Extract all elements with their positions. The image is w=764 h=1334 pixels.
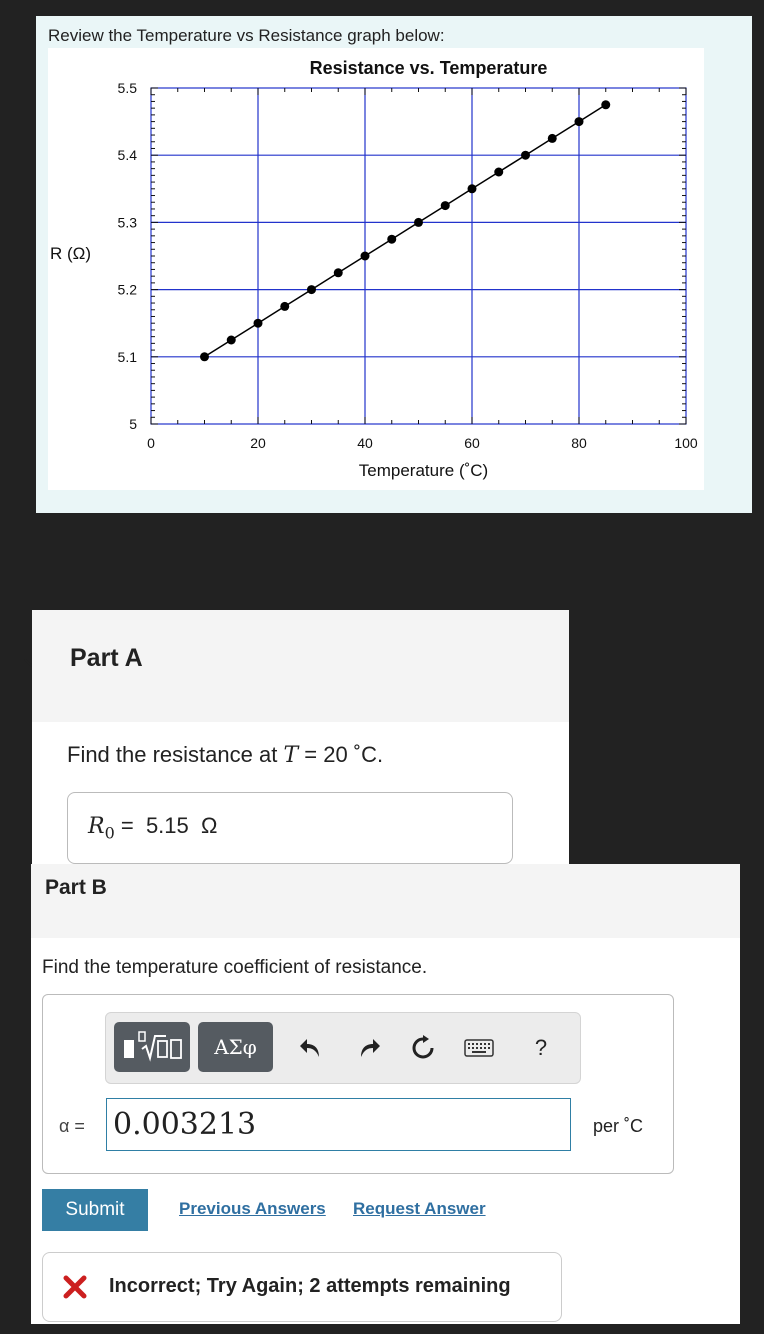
part-b-prompt: Find the temperature coefficient of resi… <box>42 957 428 978</box>
math-toolbar: ΑΣφ <box>105 1012 581 1084</box>
data-point <box>440 201 450 211</box>
series-line <box>204 104 607 358</box>
undo-icon[interactable] <box>296 1033 326 1063</box>
x-axis-label: Temperature (˚C) <box>359 461 488 480</box>
data-point <box>360 251 370 261</box>
data-point <box>521 150 530 160</box>
part-a-answer-value: = 5.15 Ω <box>114 813 218 838</box>
x-tick-label: 60 <box>464 435 480 451</box>
redo-icon[interactable] <box>354 1033 384 1063</box>
symbols-button[interactable]: ΑΣφ <box>198 1022 273 1072</box>
graph-panel: Resistance vs. Temperature 5 5.1 5.2 5.3 5.4 5… <box>48 48 704 490</box>
y-tick-label: 5.4 <box>118 147 138 163</box>
data-point <box>280 301 290 311</box>
graph-caption: Review the Temperature vs Resistance gra… <box>48 26 445 45</box>
y-tick-label: 5.5 <box>118 80 138 96</box>
data-point <box>253 318 263 328</box>
feedback-text: Incorrect; Try Again; 2 attempts remaini… <box>109 1275 511 1297</box>
data-point <box>307 285 316 295</box>
submit-button[interactable]: Submit <box>42 1189 148 1231</box>
x-tick-label: 20 <box>250 435 266 451</box>
data-point <box>387 234 397 244</box>
part-b-answer-box: ΑΣφ <box>42 994 674 1174</box>
y-tick-label: 5.2 <box>118 282 138 298</box>
symbols-label: ΑΣφ <box>214 1035 257 1059</box>
data-point <box>467 184 477 194</box>
part-a-answer-var: R <box>88 814 105 839</box>
part-b-title: Part B <box>45 876 107 899</box>
unit-label: per ˚C <box>593 1116 644 1136</box>
part-a-prompt-var: T <box>283 743 299 768</box>
feedback-box: Incorrect; Try Again; 2 attempts remaini… <box>42 1252 562 1322</box>
data-point <box>333 268 343 278</box>
answer-input[interactable] <box>106 1098 571 1151</box>
data-point <box>547 133 557 143</box>
x-tick-label: 40 <box>357 435 373 451</box>
data-point <box>200 352 209 362</box>
x-tick-label: 100 <box>674 435 698 451</box>
part-a-prompt-value: = 20 ˚C. <box>298 742 384 767</box>
template-button[interactable] <box>114 1022 190 1072</box>
request-answer-link[interactable]: Request Answer <box>353 1199 486 1218</box>
x-tick-label: 0 <box>147 435 155 451</box>
data-point <box>601 100 611 110</box>
resistance-chart: Resistance vs. Temperature 5 5.1 5.2 5.3 5.4 5… <box>50 58 698 480</box>
reset-icon[interactable] <box>408 1033 438 1063</box>
data-point <box>494 167 504 177</box>
data-point <box>574 117 584 127</box>
y-axis-label: R (Ω) <box>50 244 91 263</box>
part-b-card: Part B Find the temperature coefficient … <box>31 864 740 1324</box>
data-point <box>226 335 236 345</box>
help-label: ? <box>534 1035 548 1060</box>
part-a-answer-sub: 0 <box>104 823 115 843</box>
y-tick-label: 5.3 <box>118 214 138 230</box>
previous-answers-link[interactable]: Previous Answers <box>179 1199 326 1218</box>
template-icon <box>124 1031 182 1062</box>
part-a-answer-box: R0 = 5.15 Ω <box>67 792 513 864</box>
part-a-card: Part A Find the resistance at T = 20 ˚C.… <box>32 610 569 870</box>
part-a-title: Part A <box>70 644 143 672</box>
incorrect-x-icon <box>63 1275 87 1299</box>
graph-card: Review the Temperature vs Resistance gra… <box>36 16 752 513</box>
x-tick-label: 80 <box>571 435 587 451</box>
part-a-prompt-text: Find the resistance at <box>67 742 278 767</box>
help-icon[interactable]: ? <box>526 1033 556 1063</box>
y-tick-label: 5.1 <box>118 349 138 365</box>
answer-label: α = <box>59 1116 85 1136</box>
y-tick-label: 5 <box>129 416 137 432</box>
chart-title: Resistance vs. Temperature <box>310 58 548 78</box>
plot-frame <box>150 87 687 425</box>
part-a-header[interactable]: Part A <box>32 610 569 722</box>
data-point <box>414 217 423 227</box>
part-a-prompt: Find the resistance at T = 20 ˚C. <box>67 742 383 768</box>
keyboard-icon[interactable] <box>464 1033 494 1063</box>
part-b-header[interactable]: Part B <box>31 864 740 938</box>
part-a-answer: R0 = 5.15 Ω <box>88 813 217 842</box>
